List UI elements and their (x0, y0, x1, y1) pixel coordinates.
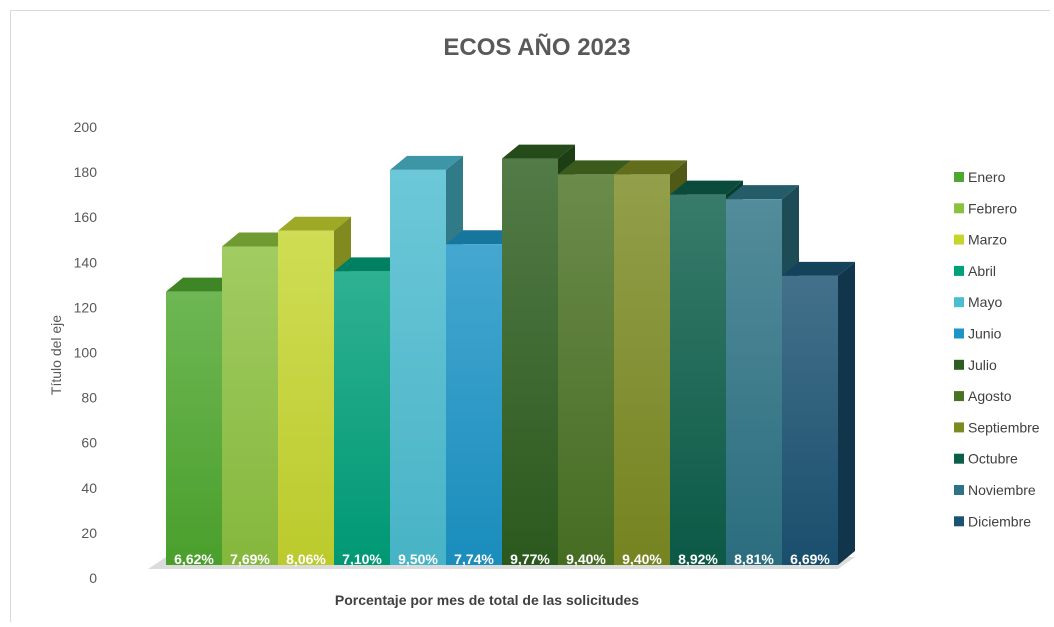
bar-top (614, 160, 687, 175)
legend-swatch (954, 422, 964, 433)
chart-area (10, 10, 1050, 622)
y-axis-ticks: 0 20 40 60 80 100 120 140 160 180 200 (74, 119, 98, 586)
bar-top (558, 160, 631, 175)
legend-item-octubre: Octubre (968, 451, 1018, 467)
bar-top (782, 261, 855, 276)
bar-front (222, 246, 278, 565)
bar-top (334, 257, 407, 272)
y-tick-label: 40 (81, 480, 97, 496)
legend-item-septiembre: Septiembre (968, 419, 1040, 435)
bar-top (390, 155, 463, 170)
x-axis-title: Porcentaje por mes de total de las solic… (335, 592, 639, 608)
data-label: 9,77% (510, 551, 550, 567)
bar-top (670, 180, 743, 195)
legend-swatch (954, 391, 964, 402)
legend-swatch (954, 453, 964, 464)
legend-item-enero: Enero (968, 169, 1006, 185)
bar-front (446, 244, 502, 565)
legend: Enero Febrero Marzo Abril Mayo Junio Julio Agos… (954, 169, 1040, 529)
legend-item-noviembre: Noviembre (968, 482, 1036, 498)
data-labels: 6,62% 7,69% 8,06% 7,10% 9,50% 7,74% 9,77% 9,40%… (174, 551, 830, 567)
legend-swatch (954, 234, 964, 245)
legend-swatch (954, 516, 964, 527)
bar-top (502, 144, 575, 159)
data-label: 7,74% (454, 551, 494, 567)
data-label: 9,50% (398, 551, 438, 567)
data-label: 9,40% (566, 551, 606, 567)
bar-top (278, 216, 351, 231)
bar-front (726, 199, 782, 565)
legend-swatch (954, 297, 964, 308)
data-label: 9,40% (622, 551, 662, 567)
legend-item-febrero: Febrero (968, 200, 1017, 216)
bar-front (782, 275, 838, 565)
bar-front (278, 230, 334, 566)
legend-swatch (954, 359, 964, 370)
y-tick-label: 0 (89, 570, 97, 586)
data-label: 7,10% (342, 551, 382, 567)
legend-item-mayo: Mayo (968, 294, 1002, 310)
y-tick-label: 100 (74, 345, 98, 361)
bar-top (726, 185, 799, 200)
y-tick-label: 200 (74, 119, 98, 135)
data-label: 8,92% (678, 551, 718, 567)
data-label: 8,81% (734, 551, 774, 567)
data-label: 6,69% (790, 551, 830, 567)
data-label: 6,62% (174, 551, 214, 567)
legend-item-junio: Junio (968, 326, 1002, 342)
data-label: 8,06% (286, 551, 326, 567)
y-axis-title: Título del eje (48, 315, 64, 395)
legend-swatch (954, 203, 964, 214)
bar-top (446, 230, 519, 245)
legend-item-diciembre: Diciembre (968, 513, 1031, 529)
y-tick-label: 180 (74, 164, 98, 180)
bar-front (558, 174, 614, 566)
legend-swatch (954, 265, 964, 276)
y-tick-label: 80 (81, 390, 97, 406)
y-tick-label: 60 (81, 435, 97, 451)
bar-front (334, 271, 390, 565)
bar-front (670, 194, 726, 565)
bar-top (222, 232, 295, 247)
legend-swatch (954, 172, 964, 182)
y-tick-label: 140 (74, 254, 98, 270)
chart-title: ECOS AÑO 2023 (443, 33, 630, 61)
bar-front (502, 158, 558, 565)
legend-item-julio: Julio (968, 357, 997, 373)
bar-front (166, 291, 222, 565)
bar-side (838, 261, 855, 565)
legend-item-marzo: Marzo (968, 232, 1007, 248)
legend-item-agosto: Agosto (968, 388, 1012, 404)
y-tick-label: 20 (81, 525, 97, 541)
bars-group (166, 144, 855, 566)
bar-front (614, 174, 670, 566)
legend-swatch (954, 328, 964, 339)
y-tick-label: 120 (74, 299, 98, 315)
bar-diciembre (782, 261, 855, 565)
bar-front (390, 169, 446, 565)
data-label: 7,69% (230, 551, 270, 567)
y-tick-label: 160 (74, 209, 98, 225)
legend-swatch (954, 485, 964, 495)
bar-top (166, 277, 239, 292)
legend-item-abril: Abril (968, 263, 996, 279)
